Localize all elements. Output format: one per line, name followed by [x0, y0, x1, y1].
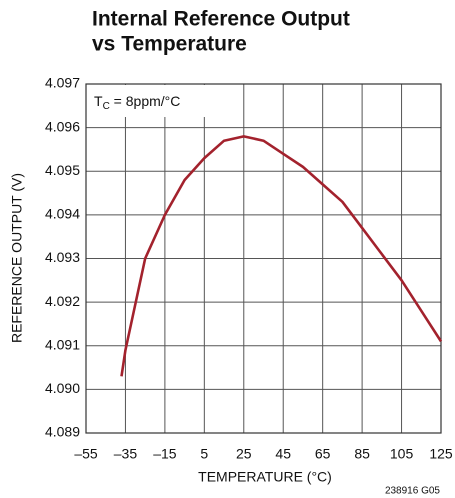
- y-tick-label: 4.096: [45, 118, 80, 134]
- y-tick-label: 4.092: [45, 293, 80, 309]
- x-tick-label: 65: [315, 446, 331, 462]
- x-tick-label: 25: [236, 446, 252, 462]
- annotation-box: [87, 85, 205, 117]
- annotation: TC = 8ppm/°C: [94, 93, 180, 112]
- footnote: 238916 G05: [385, 486, 440, 497]
- plot-frame: [85, 83, 442, 434]
- annotation-part: C: [103, 101, 110, 112]
- y-tick-label: 4.090: [45, 380, 80, 396]
- y-tick-label: 4.095: [45, 162, 80, 178]
- x-tick-label: –35: [114, 446, 138, 462]
- y-tick-label: 4.089: [45, 424, 80, 440]
- annotation-part: T: [94, 93, 103, 109]
- y-tick-label: 4.091: [45, 336, 80, 352]
- y-tick-label: 4.097: [45, 75, 80, 91]
- chart-title: vs Temperature: [92, 33, 247, 56]
- x-tick-label: 5: [200, 446, 208, 462]
- x-tick-label: 105: [390, 446, 414, 462]
- x-tick-label: –55: [74, 446, 98, 462]
- annotation-part: = 8ppm/°C: [110, 93, 181, 109]
- y-axis-label: REFERENCE OUTPUT (V): [9, 173, 25, 343]
- x-tick-label: 45: [275, 446, 291, 462]
- x-axis-label: TEMPERATURE (°C): [198, 469, 332, 485]
- x-tick-label: 85: [354, 446, 370, 462]
- data-line: [120, 135, 443, 377]
- chart-title: Internal Reference Output: [92, 8, 350, 31]
- y-tick-label: 4.094: [45, 206, 80, 222]
- x-tick-label: 125: [429, 446, 453, 462]
- y-tick-label: 4.093: [45, 249, 80, 265]
- x-tick-label: –15: [153, 446, 177, 462]
